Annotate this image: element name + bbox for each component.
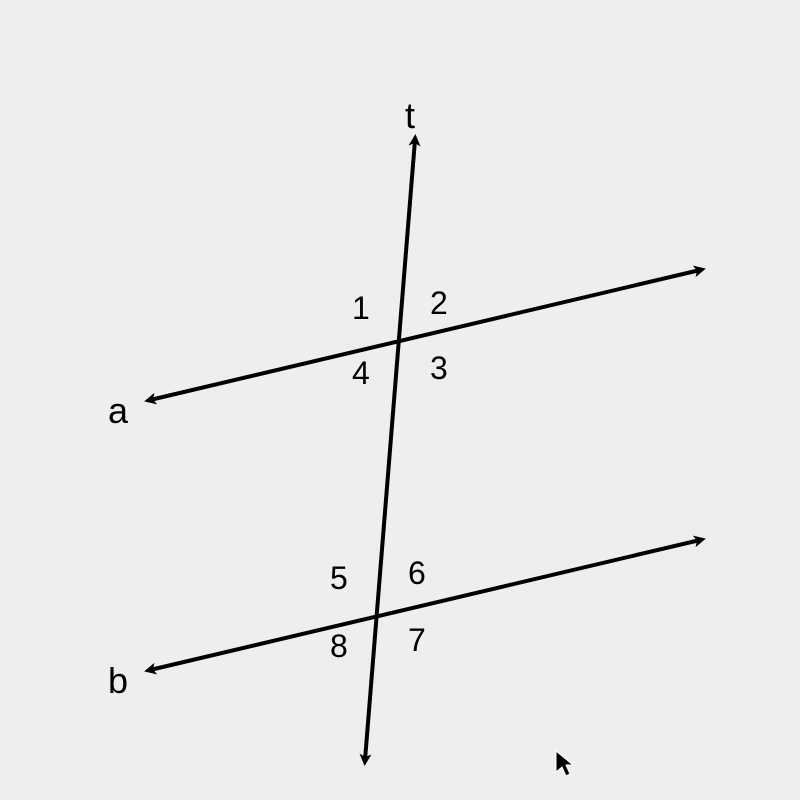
label-b: b [108,660,128,702]
angle-label-4: 4 [352,355,370,392]
angle-label-5: 5 [330,560,348,597]
angle-label-7: 7 [408,622,426,659]
angle-label-8: 8 [330,628,348,665]
label-t: t [405,95,415,137]
transversal-line [365,140,415,760]
angle-label-6: 6 [408,555,426,592]
transversal-diagram: t a b 1 2 3 4 5 6 7 8 [0,0,800,800]
angle-label-3: 3 [430,350,448,387]
angle-label-2: 2 [430,285,448,322]
angle-label-1: 1 [352,290,370,327]
label-a: a [108,390,128,432]
line-a [150,270,700,400]
